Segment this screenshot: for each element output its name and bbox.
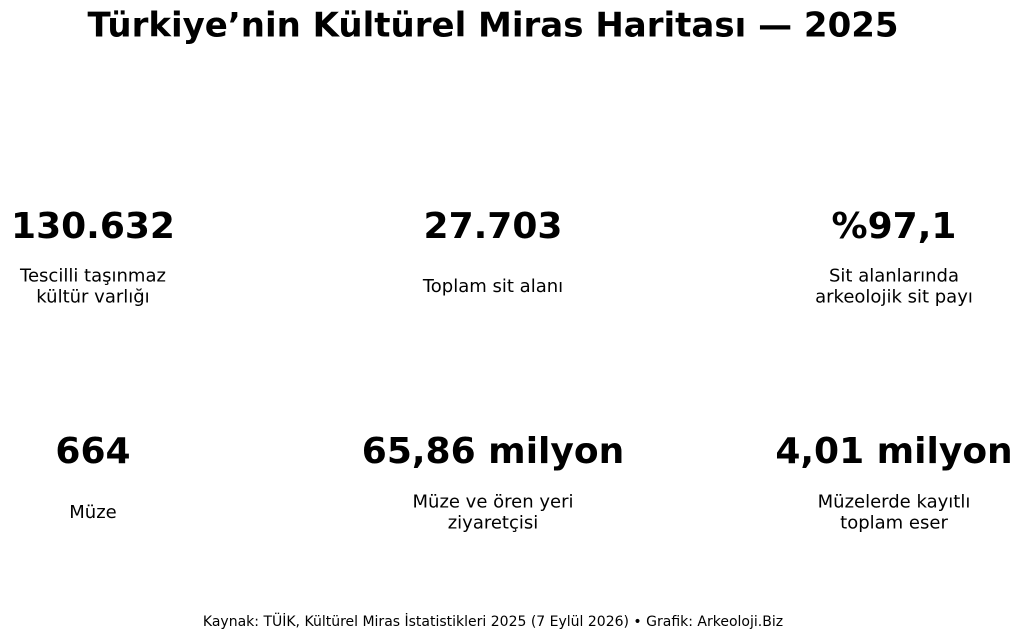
kpi-label: Sit alanlarında [829, 266, 959, 287]
kpi-value: 130.632 [11, 206, 175, 247]
kpi-label: Müze [69, 502, 116, 523]
kpi-label: Müzelerde kayıtlı [818, 492, 971, 513]
kpi-value: 664 [55, 431, 130, 472]
kpi-value: 65,86 milyon [362, 431, 624, 472]
kpi-value: %97,1 [832, 206, 957, 247]
kpi-label: toplam eser [840, 513, 948, 534]
kpi-label: kültür varlığı [36, 287, 149, 308]
kpi-value: 27.703 [424, 206, 563, 247]
kpi-label: Tescilli taşınmaz [19, 266, 166, 287]
kpi-value: 4,01 milyon [775, 431, 1012, 472]
title: Türkiye’nin Kültürel Miras Haritası — 20… [87, 6, 898, 46]
kpi-label: Müze ve ören yeri [413, 492, 574, 513]
kpi-label: arkeolojik sit payı [815, 287, 973, 308]
kpi-label: Toplam sit alanı [422, 276, 563, 297]
kpi-label: ziyaretçisi [448, 513, 539, 534]
source-note: Kaynak: TÜİK, Kültürel Miras İstatistikl… [203, 612, 783, 630]
